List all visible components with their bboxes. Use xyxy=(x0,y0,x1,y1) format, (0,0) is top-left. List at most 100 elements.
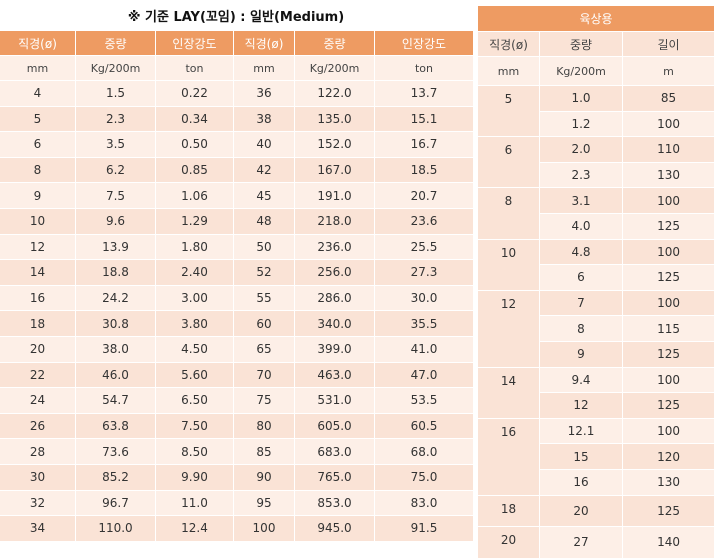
table-row: 20 38.0 4.50 65 399.0 41.0 xyxy=(0,336,473,363)
header-weight-2: 중량 xyxy=(295,31,375,56)
tensile-cell: 41.0 xyxy=(375,336,473,363)
diameter-cell: 75 xyxy=(234,388,295,414)
weight-cell: 6.2 xyxy=(76,157,156,184)
marine-diameter-cell: 14 xyxy=(478,367,540,419)
weight-cell: 13.9 xyxy=(76,234,156,261)
table-row: 8 6.2 0.85 42 167.0 18.5 xyxy=(0,157,473,184)
header-diameter-2: 직경(ø) xyxy=(234,31,295,56)
weight-cell: 46.0 xyxy=(76,362,156,389)
header-weight: 중량 xyxy=(76,31,156,56)
diameter-cell: 48 xyxy=(234,208,295,235)
unit-cell: mm xyxy=(478,57,540,86)
tensile-cell: 3.00 xyxy=(156,285,234,312)
marine-weight-cell: 1.2 xyxy=(540,111,623,138)
marine-row: 20 27 140 xyxy=(478,527,715,559)
unit-cell: ton xyxy=(375,56,473,81)
marine-length-cell: 100 xyxy=(623,418,715,445)
table-row: 10 9.6 1.29 48 218.0 23.6 xyxy=(0,208,473,235)
tensile-cell: 13.7 xyxy=(375,81,473,107)
weight-cell: 683.0 xyxy=(295,439,375,465)
marine-row: 16 130 xyxy=(478,469,715,496)
marine-units-row: mm Kg/200m m xyxy=(478,57,715,86)
marine-weight-cell: 12.1 xyxy=(540,418,623,445)
tensile-cell: 91.5 xyxy=(375,516,473,542)
diameter-cell: 85 xyxy=(234,439,295,465)
tensile-cell: 5.60 xyxy=(156,362,234,389)
header-tensile-strength-2: 인장강도 xyxy=(375,31,473,56)
marine-length-cell: 125 xyxy=(623,393,715,419)
weight-cell: 30.8 xyxy=(76,311,156,337)
marine-row: 12 7 100 xyxy=(478,290,715,368)
marine-row: 18 20 125 xyxy=(478,495,715,528)
diameter-cell: 5 xyxy=(0,106,76,133)
diameter-cell: 42 xyxy=(234,157,295,184)
table-row: 18 30.8 3.80 60 340.0 35.5 xyxy=(0,311,473,337)
diameter-cell: 55 xyxy=(234,285,295,312)
tensile-cell: 23.6 xyxy=(375,208,473,235)
weight-cell: 286.0 xyxy=(295,285,375,312)
tensile-cell: 11.0 xyxy=(156,490,234,517)
diameter-cell: 22 xyxy=(0,362,76,389)
weight-cell: 24.2 xyxy=(76,285,156,312)
unit-cell: Kg/200m xyxy=(76,56,156,81)
header-tensile-strength: 인장강도 xyxy=(156,31,234,56)
weight-cell: 765.0 xyxy=(295,464,375,491)
marine-length-cell: 125 xyxy=(623,495,715,528)
diameter-cell: 16 xyxy=(0,285,76,312)
weight-cell: 340.0 xyxy=(295,311,375,337)
table-row: 6 3.5 0.50 40 152.0 16.7 xyxy=(0,132,473,158)
tensile-cell: 0.22 xyxy=(156,81,234,107)
marine-row: 8 3.1 100 xyxy=(478,188,715,240)
diameter-cell: 100 xyxy=(234,516,295,542)
weight-cell: 152.0 xyxy=(295,132,375,158)
table-row: 5 2.3 0.34 38 135.0 15.1 xyxy=(0,106,473,133)
marine-length-cell: 125 xyxy=(623,265,715,291)
weight-cell: 73.6 xyxy=(76,439,156,465)
tensile-cell: 12.4 xyxy=(156,516,234,542)
table-row: 14 18.8 2.40 52 256.0 27.3 xyxy=(0,260,473,286)
table-row: 30 85.2 9.90 90 765.0 75.0 xyxy=(0,464,473,491)
diameter-cell: 10 xyxy=(0,208,76,235)
tensile-cell: 25.5 xyxy=(375,234,473,261)
tensile-cell: 3.80 xyxy=(156,311,234,337)
table-row: 34 110.0 12.4 100 945.0 91.5 xyxy=(0,516,473,542)
diameter-cell: 65 xyxy=(234,336,295,363)
weight-cell: 96.7 xyxy=(76,490,156,517)
spec-caption: ※ 기준 LAY(꼬임) : 일반(Medium) xyxy=(127,10,345,25)
weight-cell: 236.0 xyxy=(295,234,375,261)
marine-row: 6 2.0 110 xyxy=(478,137,715,189)
marine-row: 2.3 130 xyxy=(478,162,715,189)
marine-header-row: 직경(ø) 중량 길이 xyxy=(478,32,715,57)
diameter-cell: 28 xyxy=(0,439,76,465)
table-row: 12 13.9 1.80 50 236.0 25.5 xyxy=(0,234,473,261)
weight-cell: 1.5 xyxy=(76,81,156,107)
marine-length-cell: 125 xyxy=(623,341,715,368)
marine-length-cell: 100 xyxy=(623,188,715,214)
marine-weight-cell: 16 xyxy=(540,469,623,496)
tensile-cell: 20.7 xyxy=(375,183,473,209)
diameter-cell: 40 xyxy=(234,132,295,158)
diameter-cell: 80 xyxy=(234,413,295,440)
diameter-cell: 36 xyxy=(234,81,295,107)
tensile-cell: 7.50 xyxy=(156,413,234,440)
diameter-cell: 45 xyxy=(234,183,295,209)
marine-weight-cell: 8 xyxy=(540,316,623,342)
marine-length-cell: 115 xyxy=(623,316,715,342)
marine-row: 12 125 xyxy=(478,393,715,419)
unit-cell: mm xyxy=(0,56,76,81)
marine-diameter-cell: 10 xyxy=(478,239,540,291)
diameter-cell: 90 xyxy=(234,464,295,491)
marine-diameter-cell: 12 xyxy=(478,290,540,368)
tensile-cell: 53.5 xyxy=(375,388,473,414)
tensile-cell: 2.40 xyxy=(156,260,234,286)
table-row: 4 1.5 0.22 36 122.0 13.7 xyxy=(0,81,473,107)
header-diameter: 직경(ø) xyxy=(0,31,76,56)
tensile-cell: 30.0 xyxy=(375,285,473,312)
weight-cell: 63.8 xyxy=(76,413,156,440)
marine-title: 육상용 xyxy=(478,6,715,32)
marine-row: 4.0 125 xyxy=(478,213,715,240)
weight-cell: 256.0 xyxy=(295,260,375,286)
marine-row: 9 125 xyxy=(478,341,715,368)
marine-length-cell: 130 xyxy=(623,162,715,189)
diameter-cell: 24 xyxy=(0,388,76,414)
